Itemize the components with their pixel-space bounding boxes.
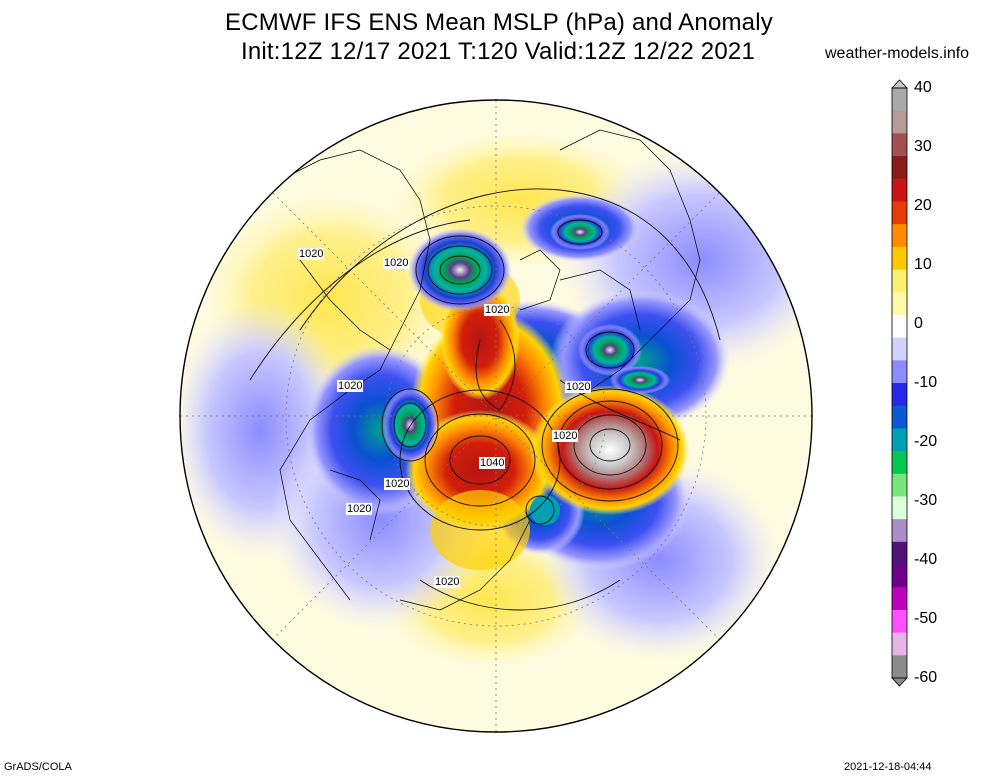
colorbar-band	[892, 110, 907, 134]
colorbar-band	[892, 587, 907, 611]
colorbar-band	[892, 337, 907, 361]
colorbar-tick-label: 30	[914, 138, 932, 155]
colorbar-bands	[892, 88, 907, 679]
colorbar-band	[892, 632, 907, 656]
chart-title: ECMWF IFS ENS Mean MSLP (hPa) and Anomal…	[0, 8, 1000, 66]
anomaly-field	[180, 100, 812, 732]
colorbar-band	[892, 428, 907, 452]
colorbar-band	[892, 541, 907, 566]
colorbar-frame	[891, 87, 908, 679]
colorbar-band	[892, 655, 907, 679]
contour-label: 1020	[565, 381, 592, 393]
isobars	[249, 188, 721, 611]
colorbar-tick-label: 0	[914, 315, 923, 332]
colorbar-band	[892, 383, 907, 407]
contour-label: 1020	[484, 304, 511, 316]
colorbar-band	[892, 269, 907, 293]
source-label: weather-models.info	[825, 45, 970, 62]
colorbar-band	[892, 473, 907, 497]
contour-label: 1020	[384, 478, 411, 490]
colorbar-band	[892, 609, 907, 634]
coastlines	[239, 129, 701, 611]
colorbar-band	[892, 178, 907, 202]
contour-label: 1020	[298, 248, 325, 260]
colorbar-tick-label: 10	[914, 256, 932, 273]
colorbar-band	[892, 201, 907, 225]
contour-label: 1020	[346, 503, 373, 515]
colorbar-band	[892, 88, 907, 112]
footer-timestamp: 2021-12-18-04:44	[844, 761, 932, 773]
colorbar-band	[892, 405, 907, 429]
colorbar-tick-label: -10	[914, 374, 938, 391]
contour-label: 1020	[383, 257, 410, 269]
colorbar-tick-label: -50	[914, 610, 938, 627]
title-line-1: ECMWF IFS ENS Mean MSLP (hPa) and Anomal…	[225, 9, 773, 36]
colorbar-tick-label: -20	[914, 433, 938, 450]
footer-software: GrADS/COLA	[4, 761, 72, 773]
map-border	[179, 99, 813, 733]
colorbar-band	[892, 292, 907, 316]
colorbar-tick-label: -30	[914, 492, 938, 509]
colorbar-top-arrow	[891, 79, 908, 89]
colorbar-band	[892, 133, 907, 157]
colorbar-tick-label: 20	[914, 197, 932, 214]
colorbar-tick-label: 40	[914, 79, 932, 96]
colorbar-band	[892, 156, 907, 180]
colorbar-band	[892, 246, 907, 271]
colorbar-band	[892, 224, 907, 248]
colorbar-band	[892, 519, 907, 543]
title-line-2: Init:12Z 12/17 2021 T:120 Valid:12Z 12/2…	[240, 38, 756, 65]
contour-label: 1020	[337, 380, 364, 392]
colorbar-band	[892, 360, 907, 384]
contour-label: 1020	[552, 430, 579, 442]
colorbar-tick-label: -40	[914, 551, 938, 568]
colorbar-band	[892, 314, 907, 339]
colorbar-band	[892, 451, 907, 475]
contour-label: 1020	[434, 576, 461, 588]
colorbar-band	[892, 496, 907, 520]
contour-label: 1040	[479, 457, 506, 469]
colorbar-tick-label: -60	[914, 669, 938, 686]
colorbar-bottom-arrow	[891, 677, 908, 687]
colorbar-band	[892, 564, 907, 588]
